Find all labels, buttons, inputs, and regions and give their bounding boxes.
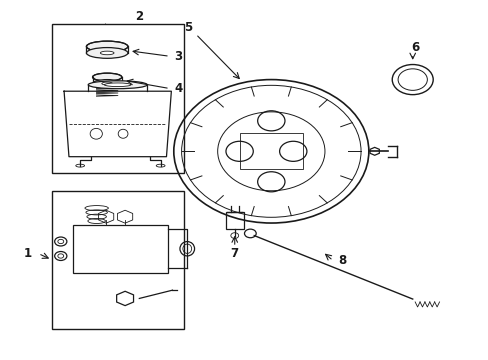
- Ellipse shape: [92, 73, 122, 81]
- Bar: [73, 225, 167, 273]
- Text: 3: 3: [174, 50, 183, 63]
- Ellipse shape: [86, 41, 128, 52]
- Text: 6: 6: [410, 41, 418, 54]
- Ellipse shape: [104, 83, 131, 86]
- Ellipse shape: [100, 51, 114, 55]
- Text: 4: 4: [174, 82, 183, 95]
- Text: 2: 2: [135, 10, 143, 23]
- Text: 5: 5: [184, 21, 192, 34]
- Text: 7: 7: [230, 247, 238, 260]
- Ellipse shape: [86, 48, 128, 58]
- Ellipse shape: [102, 82, 112, 85]
- Ellipse shape: [92, 80, 122, 87]
- Bar: [52, 191, 183, 329]
- Bar: [52, 24, 183, 173]
- Ellipse shape: [88, 81, 147, 89]
- Bar: [225, 212, 243, 229]
- Text: 8: 8: [337, 254, 346, 267]
- Bar: [239, 134, 303, 169]
- Text: 1: 1: [23, 247, 32, 260]
